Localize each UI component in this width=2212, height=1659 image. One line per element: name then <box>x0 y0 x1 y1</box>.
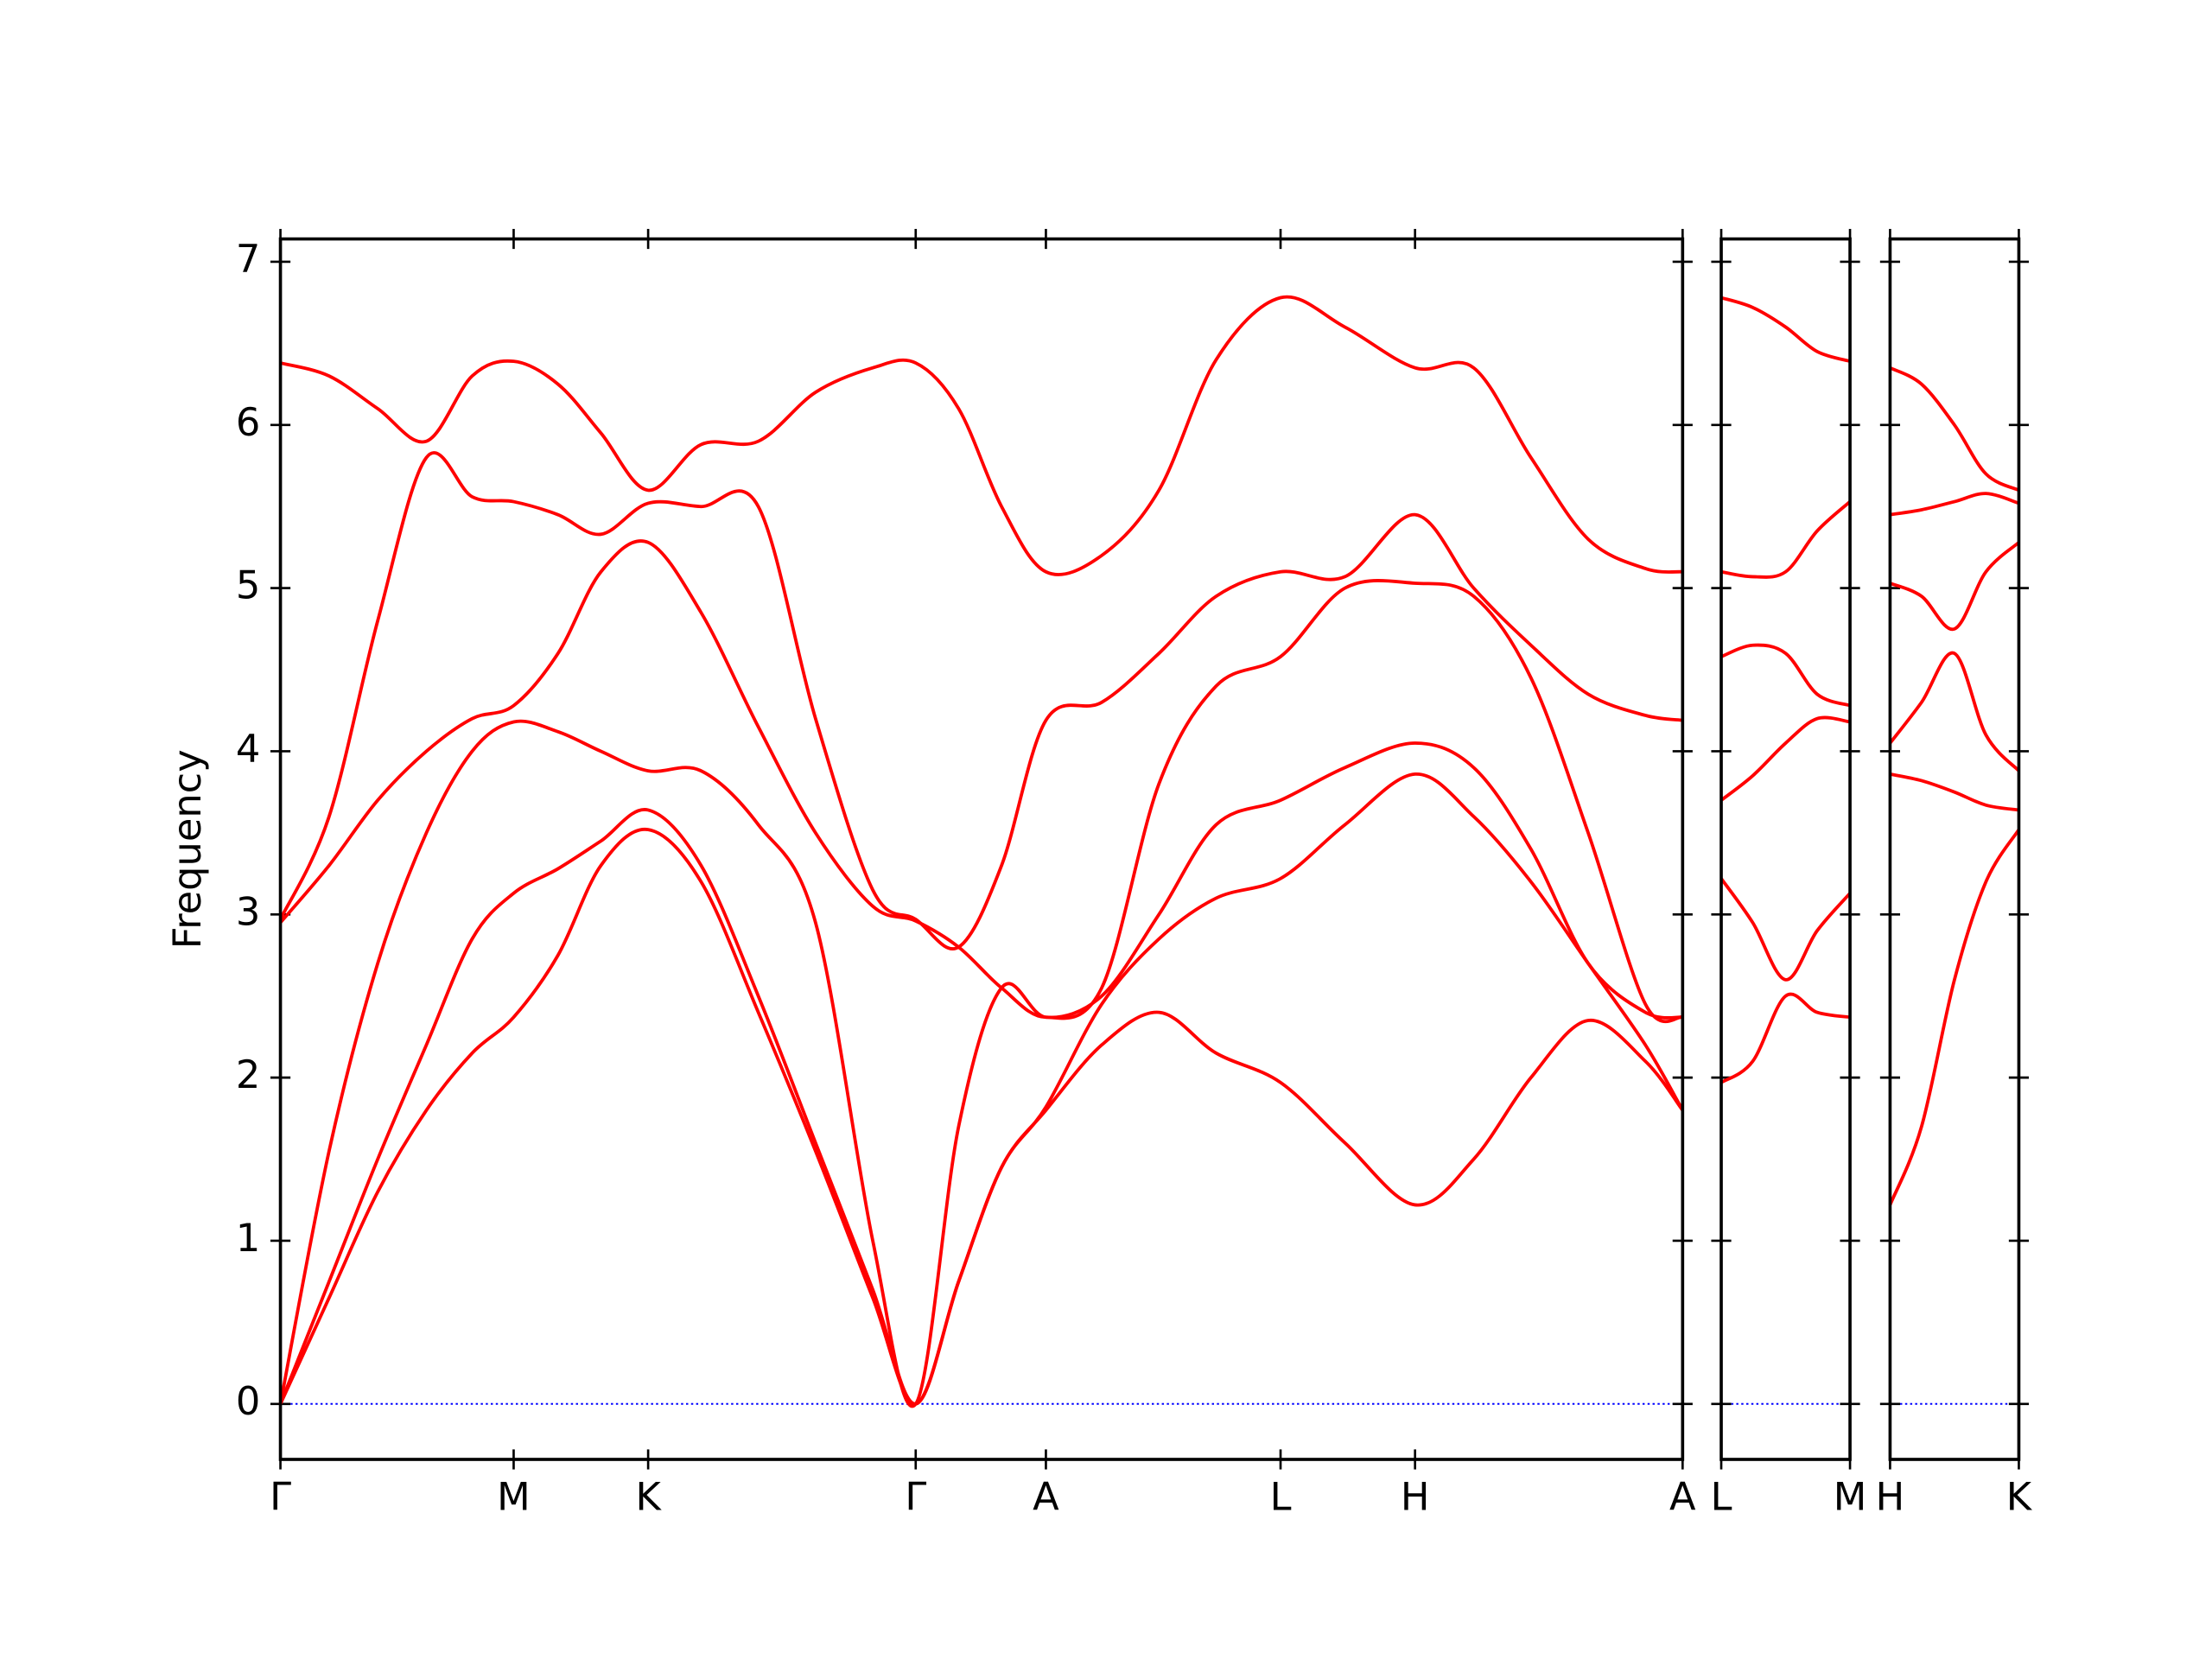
band-line <box>1890 772 2019 812</box>
band-line <box>1888 829 2021 1206</box>
x-tick-label: K <box>635 1474 662 1519</box>
x-tick-label: L <box>1711 1474 1732 1519</box>
x-tick-label: Γ <box>270 1474 291 1519</box>
plot-frame <box>1888 237 2021 1461</box>
y-tick-label: 6 <box>236 400 260 445</box>
x-tick-label: A <box>1669 1474 1696 1519</box>
band-line <box>1720 296 1851 363</box>
band-line <box>1890 492 2020 517</box>
y-axis-label: Frequency <box>165 749 210 949</box>
y-tick-label: 4 <box>236 726 260 771</box>
x-tick-label: Γ <box>905 1474 926 1519</box>
band-line <box>1889 541 2020 631</box>
x-tick-label: H <box>1401 1474 1430 1519</box>
band-line <box>278 772 1684 1406</box>
band-line <box>1719 877 1852 982</box>
y-tick-label: 0 <box>236 1379 260 1424</box>
band-line <box>280 295 1683 576</box>
band-line <box>278 451 1683 950</box>
y-tick-label: 5 <box>236 563 260 608</box>
x-tick-label: L <box>1270 1474 1292 1519</box>
y-tick-label: 2 <box>236 1052 260 1097</box>
x-tick-label: M <box>497 1474 531 1519</box>
x-tick-label: A <box>1033 1474 1059 1519</box>
y-tick-label: 7 <box>236 237 260 282</box>
x-tick-label: K <box>2006 1474 2033 1519</box>
y-tick-label: 1 <box>236 1216 260 1261</box>
x-tick-label: H <box>1876 1474 1905 1519</box>
plot-frame <box>1719 237 1852 1461</box>
band-line <box>1889 365 2020 493</box>
band-line <box>279 539 1683 1024</box>
band-line <box>1720 500 1852 579</box>
x-tick-label: M <box>1834 1474 1867 1519</box>
band-line <box>1888 651 2020 772</box>
band-line <box>1719 715 1851 802</box>
plot-frame <box>278 237 1685 1461</box>
band-line <box>1719 992 1851 1084</box>
y-tick-label: 3 <box>236 889 260 934</box>
band-line <box>278 719 1683 1408</box>
band-line <box>1720 643 1851 708</box>
